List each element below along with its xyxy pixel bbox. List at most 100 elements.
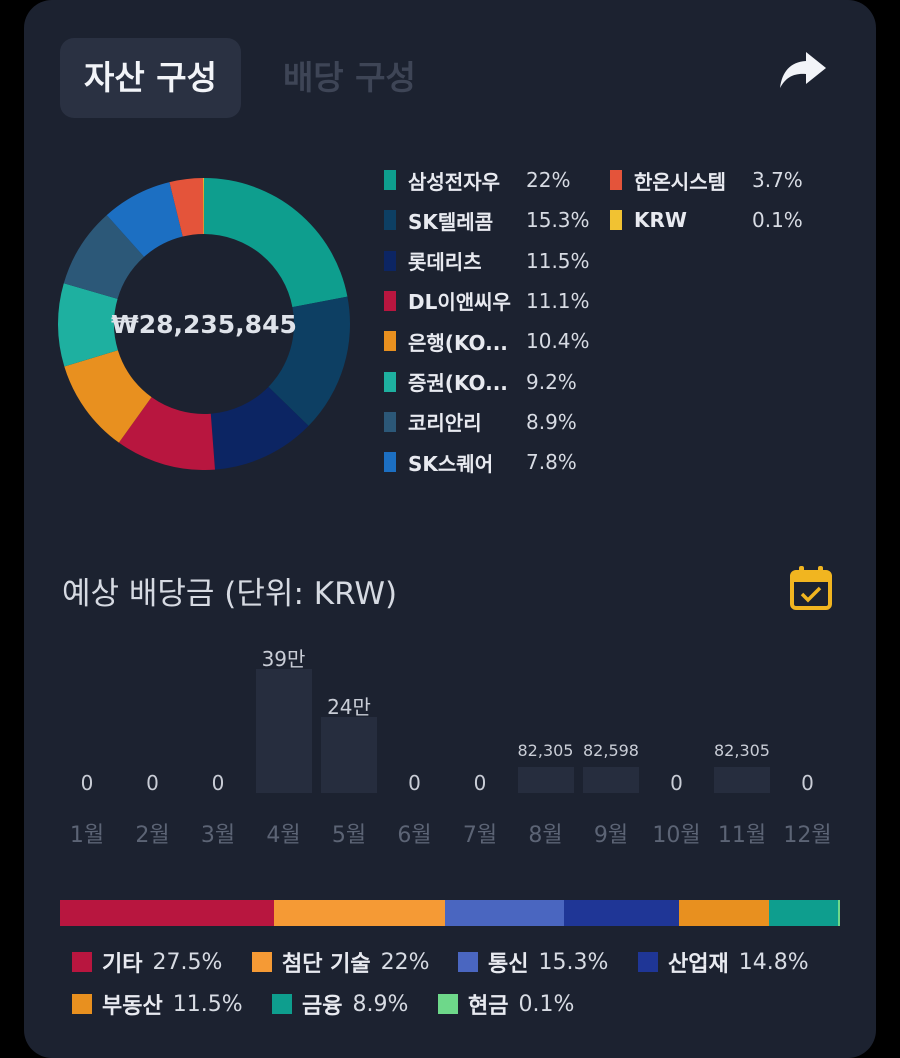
sector-segment[interactable] — [445, 900, 565, 926]
legend-swatch — [384, 371, 396, 392]
legend-percent: 22% — [526, 168, 571, 192]
sector-segment[interactable] — [60, 900, 274, 926]
donut-slice[interactable] — [106, 182, 183, 257]
tab-bar: 자산 구성 배당 구성 — [60, 38, 440, 118]
month-tick-label: 2월 — [135, 823, 170, 848]
legend-percent: 11.1% — [526, 288, 590, 313]
month-tick-label: 7월 — [462, 823, 498, 848]
asset-donut-chart: ₩28,235,845 — [58, 178, 350, 470]
legend-name: DL이앤씨우 — [408, 290, 511, 315]
donut-slice[interactable] — [169, 178, 204, 237]
donut-slice[interactable] — [63, 215, 145, 299]
dividend-section-title: 예상 배당금 (단위: KRW) — [62, 576, 398, 612]
legend-swatch — [458, 952, 478, 972]
dividend-value-label: 82,305 — [517, 740, 574, 760]
dividend-bar[interactable] — [517, 766, 574, 793]
dividend-value-label: 0 — [801, 771, 814, 795]
month-tick-label: 8월 — [528, 823, 563, 848]
asset-legend-item[interactable]: KRW 0.1% — [610, 200, 803, 240]
asset-legend-item[interactable]: SK스퀘어 7.8% — [384, 442, 577, 482]
donut-slice[interactable] — [210, 386, 309, 470]
sector-legend-item[interactable]: 첨단 기술 22% — [252, 944, 430, 980]
month-tick-label: 6월 — [397, 823, 432, 848]
sector-segment[interactable] — [564, 900, 680, 926]
sector-legend-item[interactable]: 통신 15.3% — [458, 944, 608, 980]
dividend-bar-chart: 0 1월 0 2월 0 3월 39만 4월 24만 5월 0 6월 0 7월 82,305 8월 82,598 9… — [54, 630, 854, 870]
legend-swatch — [252, 952, 272, 972]
legend-percent: 27.5% — [152, 949, 223, 975]
dividend-value-label: 0 — [473, 771, 487, 795]
dividend-value-label: 82,598 — [583, 740, 639, 760]
legend-swatch — [384, 210, 396, 231]
legend-percent: 3.7% — [752, 168, 803, 192]
sector-legend-item[interactable]: 부동산 11.5% — [72, 986, 243, 1022]
legend-percent: 8.9% — [526, 409, 577, 434]
sector-segment[interactable] — [273, 900, 446, 926]
legend-name: 부동산 — [102, 994, 163, 1019]
legend-name: 은행(KO... — [408, 330, 508, 355]
asset-legend-item[interactable]: SK텔레콤 15.3% — [384, 200, 590, 240]
dividend-value-label: 0 — [408, 771, 421, 795]
sector-segment[interactable] — [768, 900, 838, 926]
asset-legend-item[interactable]: 코리안리 8.9% — [384, 402, 577, 442]
sector-legend-item[interactable]: 기타 27.5% — [72, 944, 222, 980]
dividend-value-label: 24만 — [327, 694, 371, 719]
legend-name: KRW — [634, 208, 687, 233]
month-tick-label: 11월 — [717, 823, 767, 848]
asset-legend-item[interactable]: 은행(KO... 10.4% — [384, 321, 590, 361]
legend-name: 코리안리 — [408, 411, 482, 436]
sector-legend-item[interactable]: 산업재 14.8% — [638, 944, 809, 980]
donut-slice[interactable] — [268, 296, 350, 426]
dividend-value-label: 82,305 — [714, 740, 770, 760]
dividend-value-label: 0 — [146, 771, 159, 795]
sector-legend-item[interactable]: 현금 0.1% — [438, 986, 574, 1022]
legend-percent: 11.5% — [172, 991, 243, 1017]
legend-swatch — [610, 170, 622, 190]
donut-total-value: ₩28,235,845 — [111, 309, 297, 339]
calendar-check-icon[interactable] — [788, 564, 834, 612]
donut-slice[interactable] — [204, 178, 348, 308]
share-arrow-icon[interactable] — [776, 46, 832, 94]
legend-name: 한온시스템 — [634, 169, 726, 194]
donut-slice[interactable] — [64, 350, 152, 443]
legend-swatch — [72, 994, 92, 1014]
sector-legend-item[interactable]: 금융 8.9% — [272, 986, 408, 1022]
month-tick-label: 1월 — [69, 823, 105, 848]
legend-swatch — [384, 290, 396, 311]
legend-percent: 8.9% — [352, 991, 409, 1017]
legend-percent: 10.4% — [526, 329, 590, 354]
asset-legend-item[interactable]: 한온시스템 3.7% — [610, 160, 803, 200]
sector-segment[interactable] — [837, 900, 840, 926]
asset-legend-item[interactable]: 삼성전자우 22% — [384, 160, 570, 200]
legend-name: 기타 — [102, 952, 143, 977]
legend-swatch — [384, 452, 396, 473]
month-tick-label: 3월 — [200, 823, 236, 848]
tab-asset-composition[interactable]: 자산 구성 — [60, 38, 241, 118]
legend-swatch — [638, 952, 658, 972]
legend-name: 삼성전자우 — [408, 169, 500, 194]
legend-name: 롯데리츠 — [408, 250, 482, 275]
legend-swatch — [438, 994, 458, 1014]
legend-swatch — [384, 331, 396, 352]
dividend-bar[interactable] — [583, 766, 639, 793]
legend-percent: 9.2% — [526, 369, 577, 394]
asset-legend-item[interactable]: 롯데리츠 11.5% — [384, 241, 590, 281]
legend-percent: 22% — [380, 949, 430, 975]
dividend-bar[interactable] — [714, 766, 770, 793]
legend-percent: 0.1% — [752, 208, 803, 233]
donut-slice[interactable] — [203, 178, 204, 235]
legend-percent: 11.5% — [526, 248, 590, 273]
sector-segment[interactable] — [679, 900, 769, 926]
donut-slice[interactable] — [118, 397, 215, 470]
asset-legend-item[interactable]: DL이앤씨우 11.1% — [384, 281, 590, 321]
donut-slice[interactable] — [58, 283, 118, 367]
dividend-bar[interactable] — [255, 669, 312, 793]
sector-stacked-bar — [60, 900, 840, 926]
dividend-bar[interactable] — [321, 716, 377, 793]
legend-percent: 15.3% — [538, 949, 609, 975]
asset-legend-item[interactable]: 증권(KO... 9.2% — [384, 362, 577, 402]
legend-percent: 7.8% — [526, 450, 577, 475]
legend-percent: 0.1% — [518, 991, 575, 1017]
legend-swatch — [610, 210, 622, 231]
tab-dividend-composition[interactable]: 배당 구성 — [282, 58, 416, 97]
